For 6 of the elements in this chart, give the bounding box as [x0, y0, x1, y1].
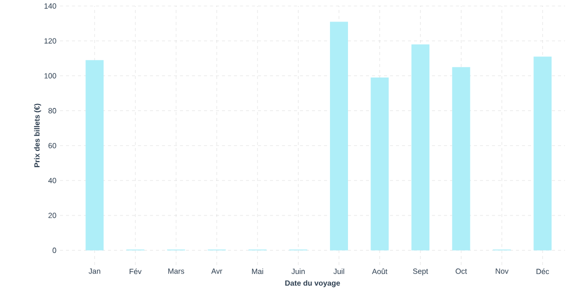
bar	[330, 22, 348, 250]
bar	[370, 78, 389, 250]
bar	[86, 60, 104, 250]
bar	[411, 44, 430, 250]
bar	[452, 67, 470, 250]
bar	[534, 56, 552, 250]
